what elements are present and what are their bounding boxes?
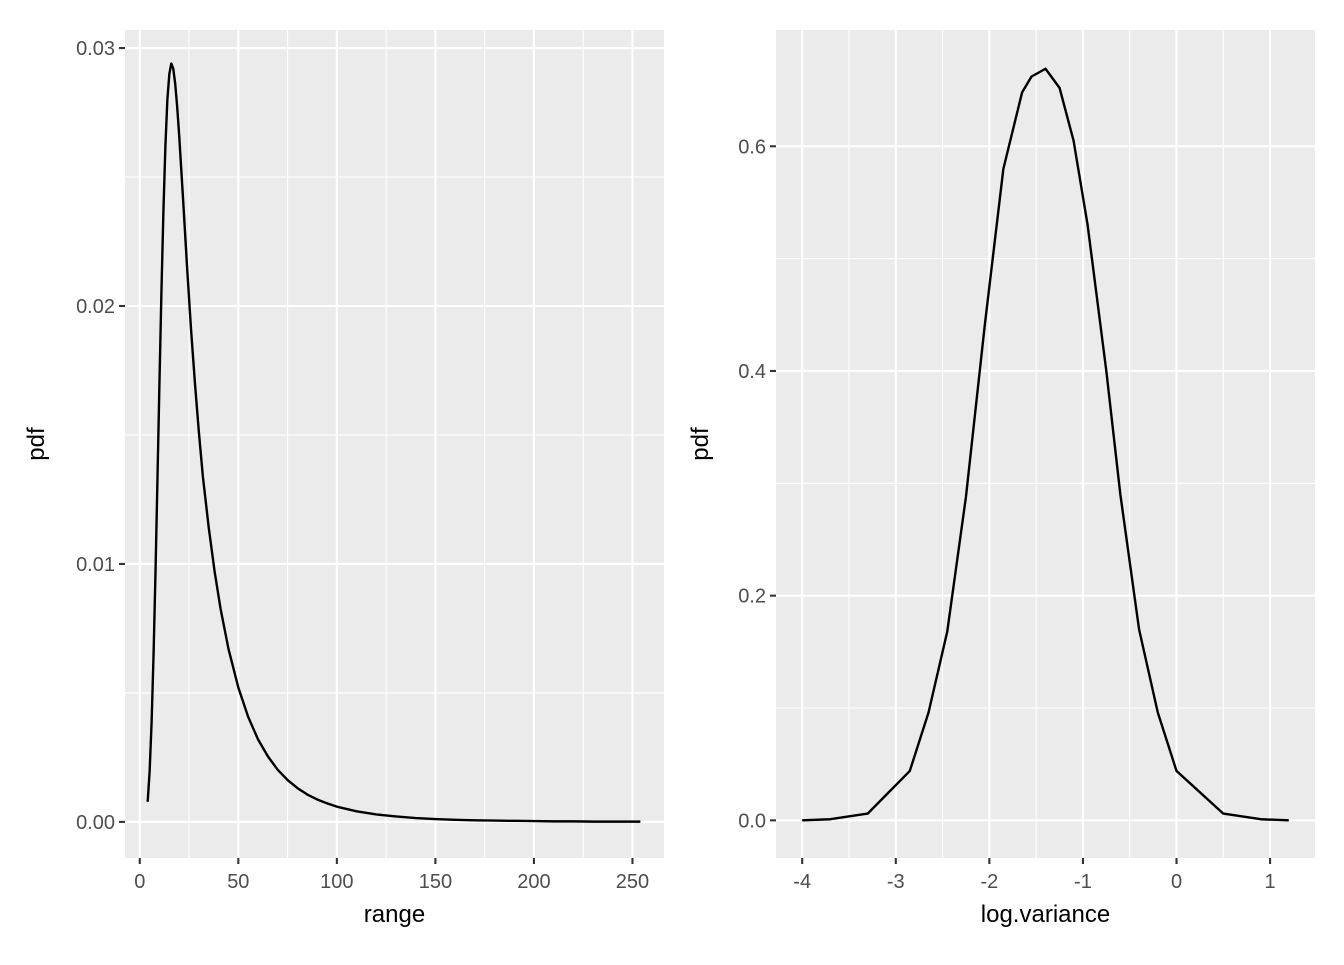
- pdf-curve: [802, 67, 1289, 822]
- x-tick-label: 1: [1265, 871, 1276, 893]
- x-tick-label: -1: [1074, 871, 1092, 893]
- y-tick-label: 0.2: [738, 586, 766, 608]
- x-tick-label: -3: [887, 871, 905, 893]
- pdf-curve: [146, 62, 641, 823]
- y-axis-title: pdf: [687, 427, 714, 461]
- x-tick-label: -4: [793, 871, 811, 893]
- y-tick-label: 0.4: [738, 361, 766, 383]
- x-axis-title: log.variance: [981, 901, 1110, 928]
- x-tick-label: 100: [320, 871, 353, 893]
- y-tick-label: 0.02: [76, 296, 115, 318]
- y-tick-label: 0.01: [76, 554, 115, 576]
- log-variance-panel: -4 -3 -2 -1 0 1 0.0 0.2 0.4 0.6 log.variance pdf: [687, 30, 1315, 928]
- y-tick-label: 0.0: [738, 810, 766, 832]
- x-axis-title: range: [364, 901, 425, 928]
- x-tick-label: 50: [227, 871, 249, 893]
- y-tick-label: 0.00: [76, 812, 115, 834]
- y-tick-label: 0.03: [76, 38, 115, 60]
- y-axis-title: pdf: [23, 427, 50, 461]
- x-tick-label: 0: [1171, 871, 1182, 893]
- x-tick-label: 0: [134, 871, 145, 893]
- x-tick-label: 250: [616, 871, 649, 893]
- x-tick-label: 150: [419, 871, 452, 893]
- y-tick-label: 0.6: [738, 136, 766, 158]
- x-tick-label: -2: [980, 871, 998, 893]
- x-tick-label: 200: [517, 871, 550, 893]
- panel-background: [776, 30, 1315, 858]
- panel-background: [125, 30, 664, 858]
- range-panel: 0 50 100 150 200 250 0.00 0.01 0.02 0.03 range pdf: [23, 30, 664, 928]
